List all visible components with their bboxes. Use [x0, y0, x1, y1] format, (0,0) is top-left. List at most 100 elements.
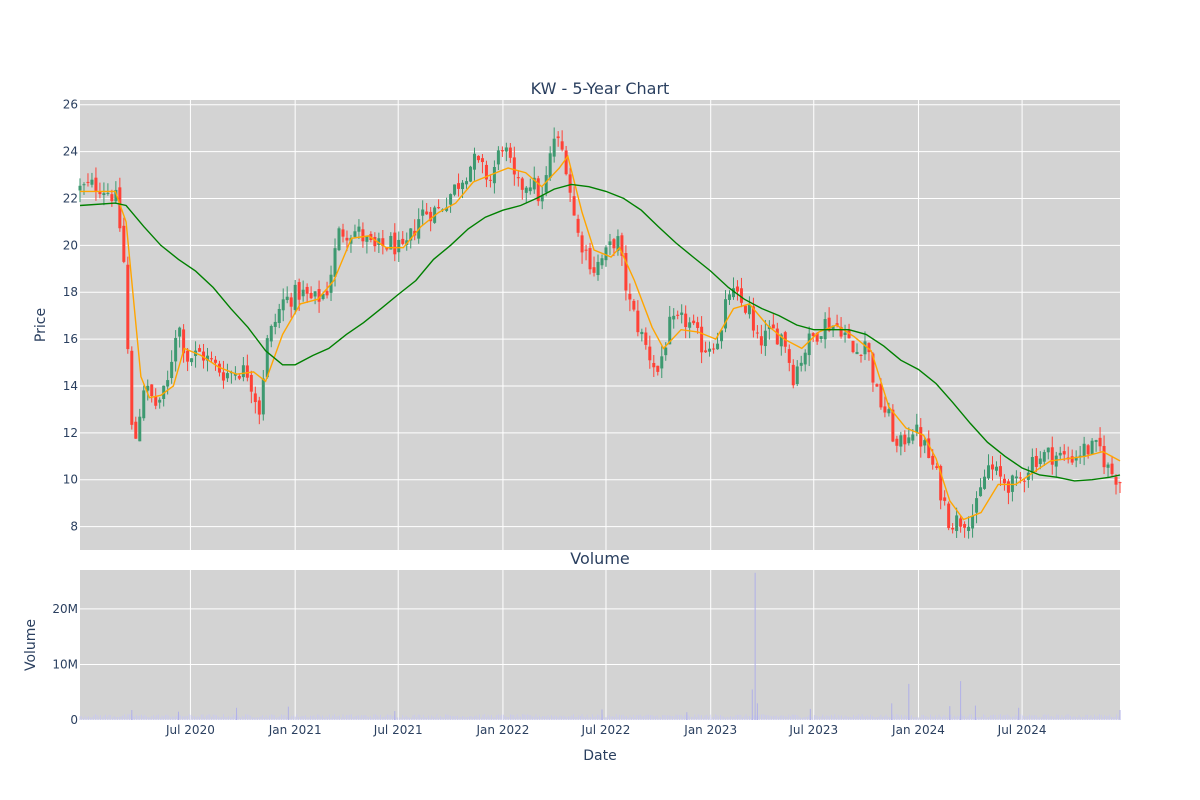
candlestick: [492, 160, 496, 194]
volume-bar: [984, 715, 986, 720]
candle-body: [624, 253, 628, 291]
candlestick: [616, 229, 620, 256]
volume-bar: [648, 714, 650, 720]
volume-bar: [316, 714, 318, 720]
candle-body: [728, 294, 732, 300]
volume-spike-bar: [131, 710, 133, 720]
candlestick: [1114, 474, 1118, 495]
volume-bar: [552, 716, 554, 720]
volume-bar: [141, 714, 142, 720]
volume-bar: [296, 714, 298, 720]
volume-bar: [878, 716, 880, 720]
candlestick: [1074, 450, 1078, 468]
volume-bar: [605, 717, 607, 720]
candlestick: [325, 281, 329, 299]
volume-bar: [245, 714, 247, 720]
volume-spike-bar: [891, 703, 893, 720]
candle-body: [696, 322, 700, 328]
volume-bar: [895, 714, 897, 720]
candle-body: [708, 348, 712, 352]
candlestick: [122, 217, 126, 264]
candle-body: [588, 248, 592, 270]
volume-bar: [661, 715, 663, 720]
candle-body: [429, 211, 433, 222]
volume-bar: [941, 716, 943, 720]
candle-body: [994, 466, 998, 471]
candle-body: [807, 333, 811, 356]
volume-bar: [180, 715, 182, 720]
volume-bar: [940, 716, 942, 720]
volume-bar: [702, 717, 704, 720]
candle-body: [1098, 437, 1102, 447]
candlestick: [998, 454, 1002, 486]
volume-bar: [1075, 716, 1076, 720]
candlestick: [397, 231, 401, 262]
volume-plot-area: [80, 570, 1120, 720]
candle-body: [321, 293, 325, 300]
volume-bar: [692, 716, 694, 720]
volume-bar: [1105, 716, 1107, 720]
volume-bar: [407, 717, 409, 720]
volume-bar: [535, 714, 537, 720]
candle-body: [1078, 455, 1082, 457]
volume-bar: [538, 715, 540, 720]
volume-bar: [1046, 715, 1047, 720]
volume-bar: [83, 717, 84, 720]
volume-bar: [212, 714, 214, 720]
candle-body: [373, 236, 377, 247]
volume-spike-bar: [756, 703, 758, 720]
candle-body: [500, 150, 504, 152]
candlestick: [871, 352, 875, 392]
candle-body: [560, 141, 564, 150]
price-chart-title: KW - 5-Year Chart: [531, 79, 670, 98]
volume-bar: [955, 716, 957, 720]
volume-bar: [183, 716, 185, 720]
volume-bar: [769, 715, 771, 720]
candle-body: [1062, 451, 1066, 455]
volume-bar: [597, 714, 598, 720]
candlestick: [341, 223, 345, 243]
candle-body: [158, 399, 162, 403]
candle-body: [827, 317, 831, 331]
volume-bar: [1000, 714, 1001, 720]
candle-body: [839, 326, 843, 337]
candlestick: [453, 184, 457, 197]
volume-bar: [964, 715, 965, 720]
volume-bar: [1025, 716, 1027, 720]
candle-body: [724, 299, 728, 329]
candle-body: [1022, 480, 1026, 482]
volume-bar: [540, 717, 542, 720]
volume-bar: [229, 717, 231, 720]
volume-bar: [303, 716, 305, 720]
volume-bar: [697, 714, 699, 720]
volume-bar: [844, 715, 846, 720]
volume-bar: [291, 715, 293, 720]
candlestick: [875, 383, 879, 387]
candlestick: [1110, 455, 1114, 477]
volume-bar: [1052, 716, 1054, 720]
candlestick: [174, 330, 178, 372]
candle-body: [819, 336, 823, 339]
candle-body: [130, 350, 134, 425]
volume-bar: [885, 714, 887, 720]
candlestick: [1094, 439, 1098, 452]
volume-bar: [463, 716, 465, 720]
volume-bar: [911, 715, 913, 720]
candlestick: [273, 313, 277, 335]
candlestick: [851, 340, 855, 354]
candle-body: [572, 196, 576, 216]
volume-bar: [653, 716, 655, 720]
candle-body: [1074, 456, 1078, 461]
candlestick: [269, 324, 273, 348]
candlestick: [592, 256, 596, 277]
volume-bar: [981, 716, 983, 720]
volume-bar: [755, 715, 757, 720]
candlestick: [457, 173, 461, 197]
volume-bar: [641, 716, 643, 720]
volume-bar: [489, 716, 491, 720]
candlestick: [1098, 427, 1102, 452]
volume-bar: [578, 715, 580, 720]
candle-body: [628, 293, 632, 300]
candle-body: [875, 384, 879, 387]
volume-bar: [269, 715, 270, 720]
